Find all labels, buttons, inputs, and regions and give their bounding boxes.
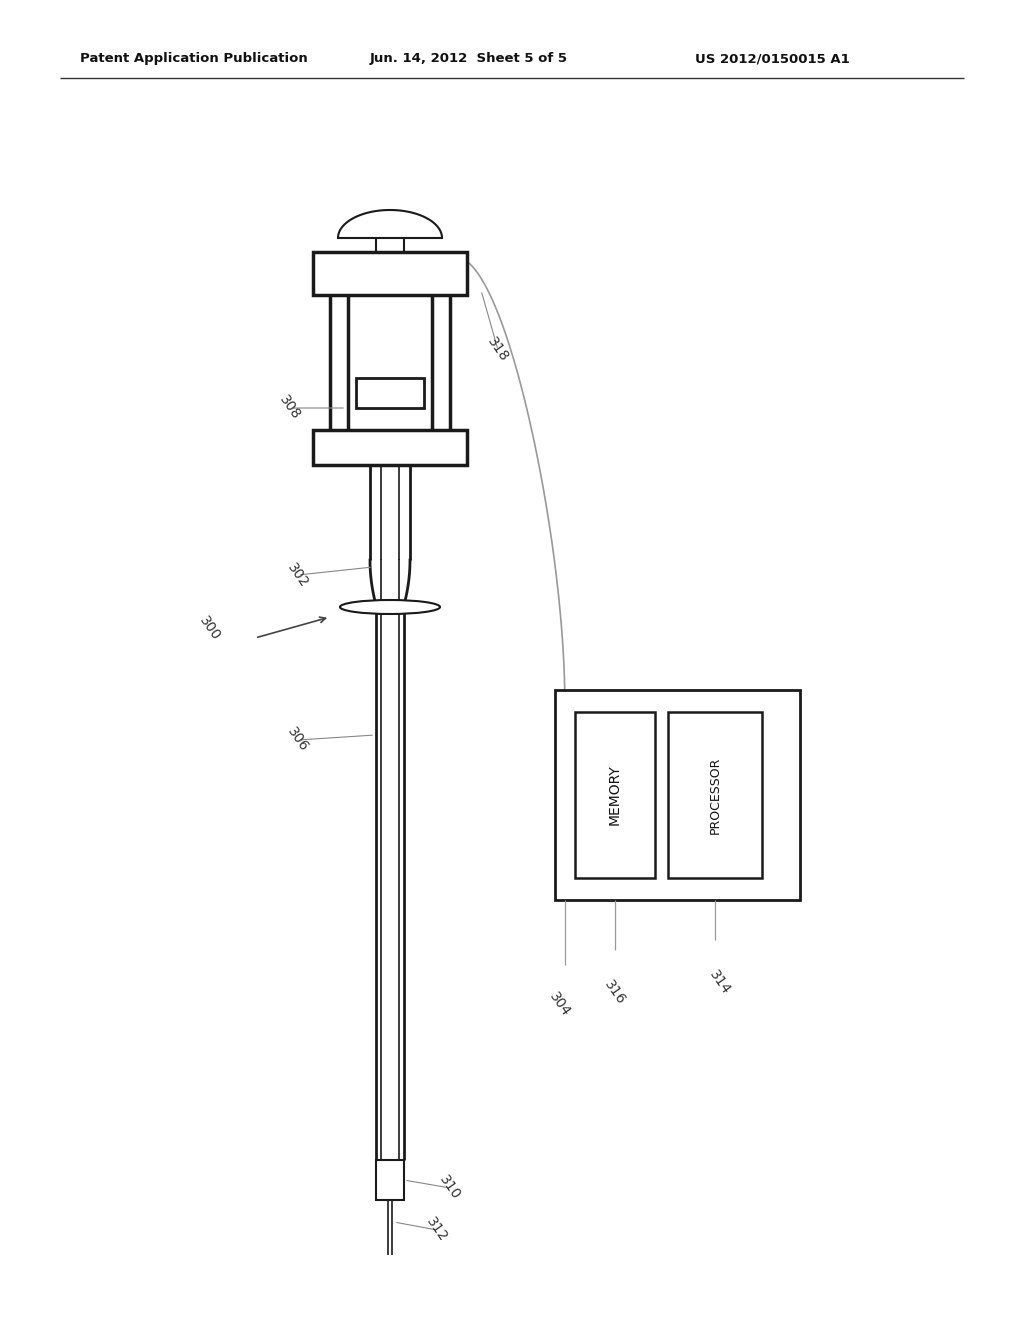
Text: 316: 316 [602, 978, 629, 1007]
Bar [575, 711, 655, 878]
Text: 308: 308 [276, 393, 303, 422]
Text: 302: 302 [285, 560, 311, 590]
Text: 304: 304 [547, 990, 573, 1019]
Bar [668, 711, 762, 878]
Text: US 2012/0150015 A1: US 2012/0150015 A1 [695, 51, 850, 65]
Text: MEMORY: MEMORY [608, 764, 622, 825]
Text: PROCESSOR: PROCESSOR [709, 756, 722, 834]
Bar [356, 378, 424, 408]
Text: 312: 312 [424, 1216, 451, 1245]
Bar [313, 430, 467, 465]
Bar [555, 690, 800, 900]
Text: 318: 318 [484, 335, 511, 364]
Ellipse shape [340, 601, 440, 614]
Bar [313, 252, 467, 294]
Text: Jun. 14, 2012  Sheet 5 of 5: Jun. 14, 2012 Sheet 5 of 5 [370, 51, 568, 65]
Bar [376, 1160, 404, 1200]
Text: FIG. 5: FIG. 5 [700, 730, 773, 750]
Text: 306: 306 [285, 725, 311, 755]
Text: 314: 314 [707, 968, 733, 998]
Text: Patent Application Publication: Patent Application Publication [80, 51, 308, 65]
Text: 300: 300 [197, 614, 223, 643]
Text: 310: 310 [436, 1173, 463, 1203]
